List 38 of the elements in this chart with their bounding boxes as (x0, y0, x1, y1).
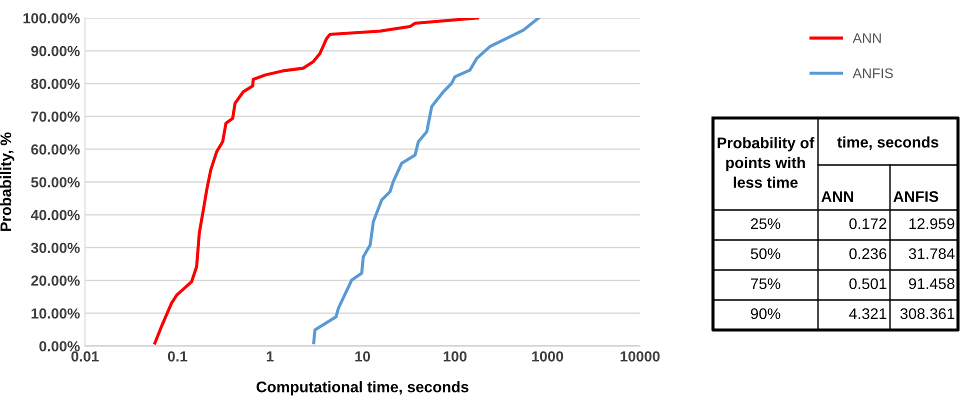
text: 308.361 (900, 308, 954, 320)
x-tick-label: 0.1 (168, 351, 188, 362)
text: 4.321 (849, 308, 886, 320)
y-tick-label: 40.00% (30, 210, 80, 220)
text: ANFIS (893, 191, 938, 202)
text: time, seconds (837, 136, 938, 150)
legend-label: ANN (852, 33, 881, 43)
y-tick-label: 80.00% (31, 78, 80, 90)
text: 0.236 (849, 248, 886, 260)
y-tick-label: 60.00% (31, 144, 80, 155)
y-tick-label: 90.00% (31, 46, 80, 56)
text: 91.458 (908, 278, 954, 290)
text: ANN (821, 191, 854, 202)
text: 75% (750, 278, 780, 290)
y-tick-label: 20.00% (31, 276, 80, 286)
legend-label: ANFIS (852, 68, 893, 78)
x-tick-label: 10 (355, 351, 370, 362)
y-tick-label: 50.00% (31, 177, 80, 188)
text: 25% (750, 218, 780, 230)
x-tick-label: 1000 (532, 351, 564, 362)
text: 0.172 (849, 218, 886, 230)
y-axis-title: Probability, % (0, 132, 14, 231)
x-tick-label: 10000 (620, 351, 660, 362)
x-axis-title: Computational time, seconds (256, 381, 468, 396)
x-tick-label: 100 (444, 351, 467, 362)
x-tick-label: 1 (266, 351, 274, 362)
text: 0.501 (849, 278, 886, 290)
text: Probability of points with less time (718, 137, 814, 188)
y-tick-label: 30.00% (31, 242, 80, 254)
text: 12.959 (909, 218, 954, 230)
x-tick-label: 0.01 (71, 351, 99, 362)
text: 31.784 (908, 248, 955, 260)
text: 90% (750, 308, 780, 320)
text: 50% (750, 248, 780, 260)
y-tick-label: 0.00% (39, 341, 80, 352)
y-tick-label: 100.00% (23, 13, 80, 24)
y-tick-label: 10.00% (32, 308, 80, 319)
y-tick-label: 70.00% (31, 112, 80, 122)
